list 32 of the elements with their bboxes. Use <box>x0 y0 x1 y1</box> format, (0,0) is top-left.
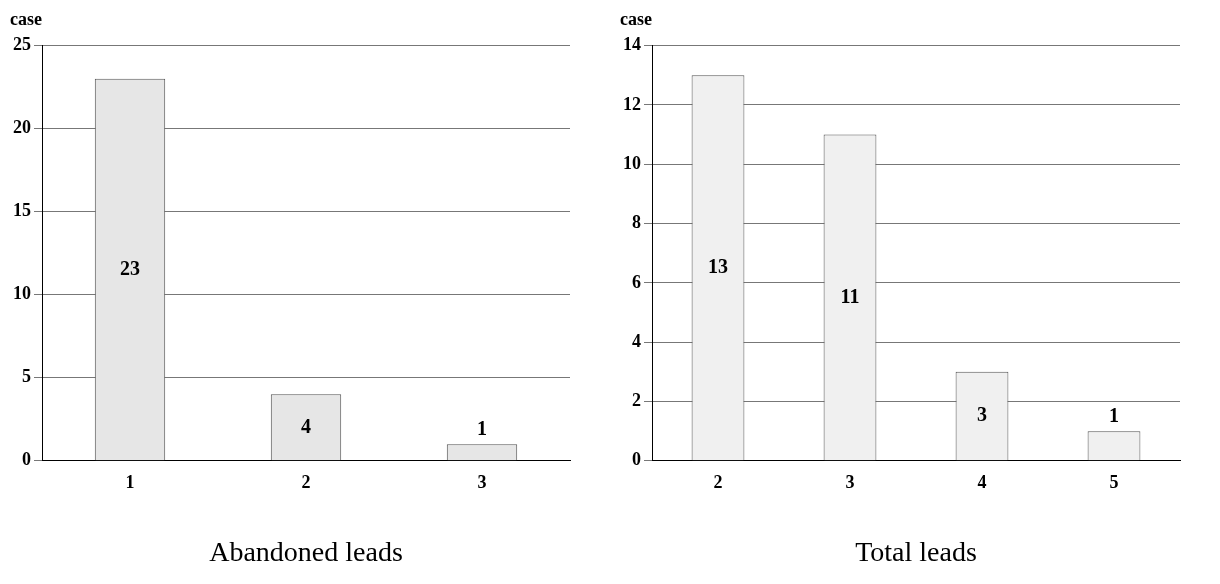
x-tick-label: 4 <box>977 472 987 493</box>
x-tick-label: 2 <box>301 472 311 493</box>
y-tick-label: 20 <box>13 117 31 138</box>
y-tick-label: 5 <box>22 366 31 387</box>
data-label: 4 <box>301 414 311 437</box>
y-tick-label: 8 <box>632 212 641 233</box>
y-tick-label: 0 <box>22 449 31 470</box>
y-tick-label: 2 <box>632 390 641 411</box>
y-tick-label: 25 <box>13 34 31 55</box>
data-label: 3 <box>977 403 987 426</box>
y-axis-title: case <box>620 9 652 30</box>
x-axis-title: Abandoned leads <box>209 535 403 567</box>
y-tick-label: 14 <box>623 34 641 55</box>
data-label: 23 <box>120 256 140 279</box>
x-tick-label: 5 <box>1109 472 1119 493</box>
y-tick-label: 6 <box>632 271 641 292</box>
data-label: 11 <box>840 284 860 307</box>
y-tick-label: 0 <box>632 449 641 470</box>
data-label: 1 <box>1109 404 1119 427</box>
data-label: 1 <box>477 417 487 440</box>
x-tick-label: 3 <box>477 472 487 493</box>
y-tick-label: 12 <box>623 93 641 114</box>
y-axis-title: case <box>10 9 42 30</box>
y-tick-label: 10 <box>13 283 31 304</box>
x-tick-label: 3 <box>845 472 855 493</box>
y-tick-label: 4 <box>632 330 641 351</box>
x-tick-label: 2 <box>713 472 723 493</box>
y-tick-label: 10 <box>623 152 641 173</box>
data-label: 13 <box>708 254 728 277</box>
y-tick-label: 15 <box>13 200 31 221</box>
x-axis-title: Total leads <box>855 535 977 567</box>
x-tick-label: 1 <box>125 472 135 493</box>
